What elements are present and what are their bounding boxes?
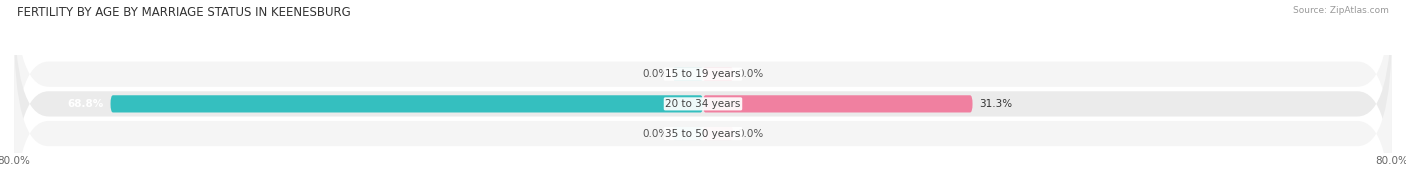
Text: 15 to 19 years: 15 to 19 years [665,69,741,79]
FancyBboxPatch shape [703,68,733,81]
FancyBboxPatch shape [14,0,1392,180]
FancyBboxPatch shape [111,95,703,113]
Text: 31.3%: 31.3% [980,99,1012,109]
Text: 0.0%: 0.0% [643,69,669,79]
Text: FERTILITY BY AGE BY MARRIAGE STATUS IN KEENESBURG: FERTILITY BY AGE BY MARRIAGE STATUS IN K… [17,6,350,19]
Text: Source: ZipAtlas.com: Source: ZipAtlas.com [1294,6,1389,15]
Text: 0.0%: 0.0% [643,129,669,139]
Text: 68.8%: 68.8% [67,99,104,109]
FancyBboxPatch shape [703,95,973,113]
Text: 35 to 50 years: 35 to 50 years [665,129,741,139]
FancyBboxPatch shape [673,127,703,140]
Text: 0.0%: 0.0% [738,129,763,139]
FancyBboxPatch shape [14,27,1392,196]
Text: 20 to 34 years: 20 to 34 years [665,99,741,109]
Text: 0.0%: 0.0% [738,69,763,79]
FancyBboxPatch shape [673,68,703,81]
FancyBboxPatch shape [14,0,1392,196]
FancyBboxPatch shape [703,127,733,140]
